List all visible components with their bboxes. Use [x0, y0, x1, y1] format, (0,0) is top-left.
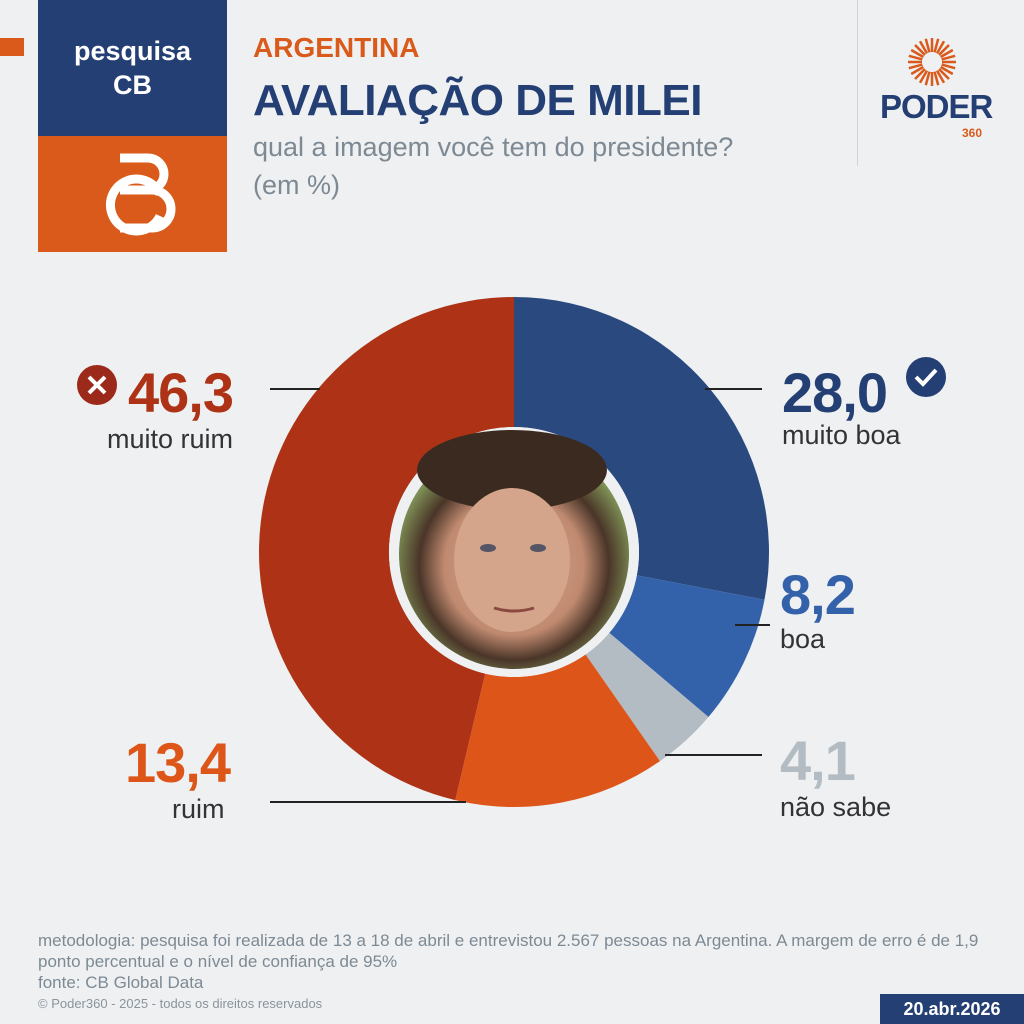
- label-ruim: ruim: [172, 794, 225, 824]
- orange-tag: [0, 38, 24, 56]
- label-boa: boa: [780, 624, 826, 654]
- brand-line1: pesquisa: [73, 36, 192, 66]
- value-muito-ruim: 46,3: [128, 361, 234, 424]
- divider: [857, 0, 858, 166]
- brand-box: pesquisa CB: [38, 0, 227, 136]
- slice-não-sabe: [585, 632, 709, 762]
- page-title: AVALIAÇÃO DE MILEI: [253, 76, 702, 125]
- president-photo: [399, 430, 629, 669]
- slice-muito-ruim: [258, 297, 514, 801]
- publisher-logo: PODER: [880, 88, 993, 125]
- check-icon: [906, 357, 946, 397]
- unit: (em %): [253, 170, 340, 200]
- value-ruim: 13,4: [125, 731, 231, 794]
- country-label: ARGENTINA: [253, 32, 420, 63]
- subtitle: qual a imagem você tem do presidente? (e…: [253, 128, 733, 204]
- label-muito-boa: muito boa: [782, 420, 901, 450]
- brand-line2: CB: [113, 70, 152, 100]
- sun-logo-icon: [908, 38, 956, 86]
- slice-muito-boa: [514, 297, 769, 600]
- date-badge: 20.abr.2026: [880, 994, 1024, 1024]
- value-boa: 8,2: [780, 563, 856, 626]
- label-muito-ruim: muito ruim: [107, 424, 234, 454]
- slice-boa: [609, 575, 765, 717]
- value-nao-sabe: 4,1: [780, 729, 856, 792]
- question: qual a imagem você tem do presidente?: [253, 132, 734, 162]
- publisher-suffix: 360: [962, 126, 983, 140]
- x-icon: [77, 365, 117, 405]
- cb-logo: [38, 136, 227, 252]
- label-nao-sabe: não sabe: [780, 792, 892, 822]
- methodology: metodologia: pesquisa foi realizada de 1…: [38, 930, 1018, 993]
- value-muito-boa: 28,0: [782, 361, 888, 424]
- copyright: © Poder360 - 2025 - todos os direitos re…: [38, 996, 323, 1011]
- methodology-text: metodologia: pesquisa foi realizada de 1…: [38, 931, 979, 971]
- slice-ruim: [455, 654, 660, 808]
- source-text: fonte: CB Global Data: [38, 973, 204, 992]
